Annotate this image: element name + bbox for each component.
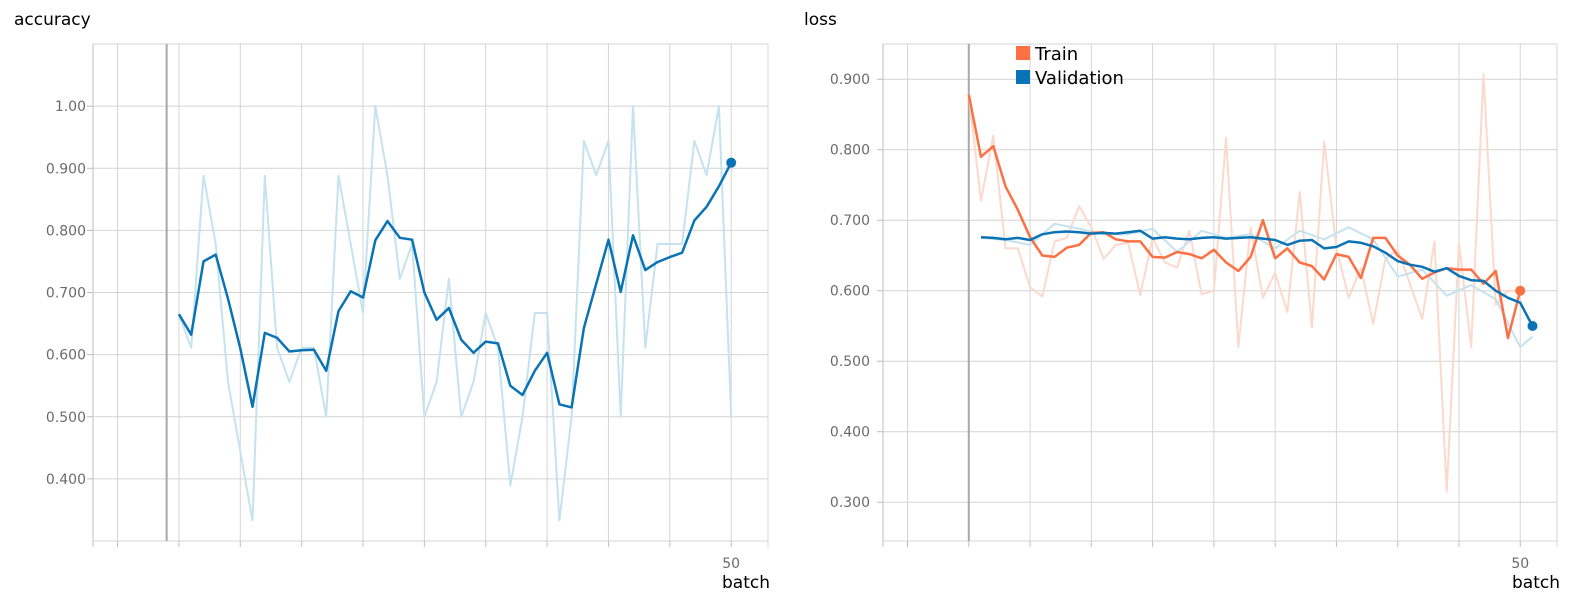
accuracy-smoothed-series-line bbox=[177, 162, 733, 409]
vertical-grid bbox=[907, 44, 1521, 547]
accuracy-raw-series-line bbox=[177, 105, 733, 522]
legend: Train Validation bbox=[1016, 44, 1124, 89]
x-tick-label: 50 bbox=[1511, 556, 1529, 572]
validation-smoothed-end-point bbox=[1527, 320, 1538, 331]
train-smoothed-series-line bbox=[967, 94, 1522, 340]
chart-title: loss bbox=[804, 10, 837, 30]
train-raw-series-line bbox=[967, 72, 1521, 493]
legend-swatch bbox=[1016, 46, 1030, 60]
y-tick-label: 0.500 bbox=[46, 410, 86, 426]
y-tick-label: 0.900 bbox=[46, 161, 86, 177]
y-tick-label: 0.600 bbox=[46, 348, 86, 364]
legend-label: Train bbox=[1034, 44, 1078, 65]
y-tick-label: 0.300 bbox=[830, 495, 870, 511]
y-tick-label: 0.500 bbox=[830, 354, 870, 370]
x-tick-label: 50 bbox=[722, 556, 740, 572]
horizontal-grid: 0.300 0.400 0.500 0.600 0.700 0.800 0.900 bbox=[830, 72, 1557, 511]
y-tick-label: 0.600 bbox=[830, 284, 870, 300]
y-tick-label: 0.400 bbox=[46, 472, 86, 488]
train-smoothed-end-point bbox=[1515, 285, 1526, 296]
x-axis-label: batch bbox=[722, 573, 770, 593]
accuracy-smoothed-end-point bbox=[726, 157, 737, 168]
vertical-grid bbox=[117, 44, 732, 547]
validation-smoothed-series-line bbox=[980, 229, 1534, 327]
y-tick-label: 0.900 bbox=[830, 72, 870, 88]
x-axis-label: batch bbox=[1512, 573, 1560, 593]
y-tick-label: 0.700 bbox=[46, 286, 86, 302]
y-tick-label: 0.800 bbox=[830, 143, 870, 159]
legend-swatch bbox=[1016, 70, 1030, 84]
chart-title: accuracy bbox=[14, 10, 91, 30]
accuracy-chart: accuracy 0.400 0.500 0.600 0.700 0.800 0.900 1.… bbox=[14, 10, 770, 593]
legend-label: Validation bbox=[1035, 68, 1124, 89]
y-tick-label: 0.400 bbox=[830, 425, 870, 441]
y-tick-label: 0.800 bbox=[46, 223, 86, 239]
y-tick-label: 1.00 bbox=[55, 99, 86, 115]
validation-raw-series-line bbox=[980, 222, 1534, 349]
y-tick-label: 0.700 bbox=[830, 213, 870, 229]
horizontal-grid: 0.400 0.500 0.600 0.700 0.800 0.900 1.00 bbox=[46, 99, 768, 488]
loss-chart: loss 0.300 0.400 0.500 0.600 0.700 0.800 0.900 5… bbox=[804, 10, 1560, 593]
